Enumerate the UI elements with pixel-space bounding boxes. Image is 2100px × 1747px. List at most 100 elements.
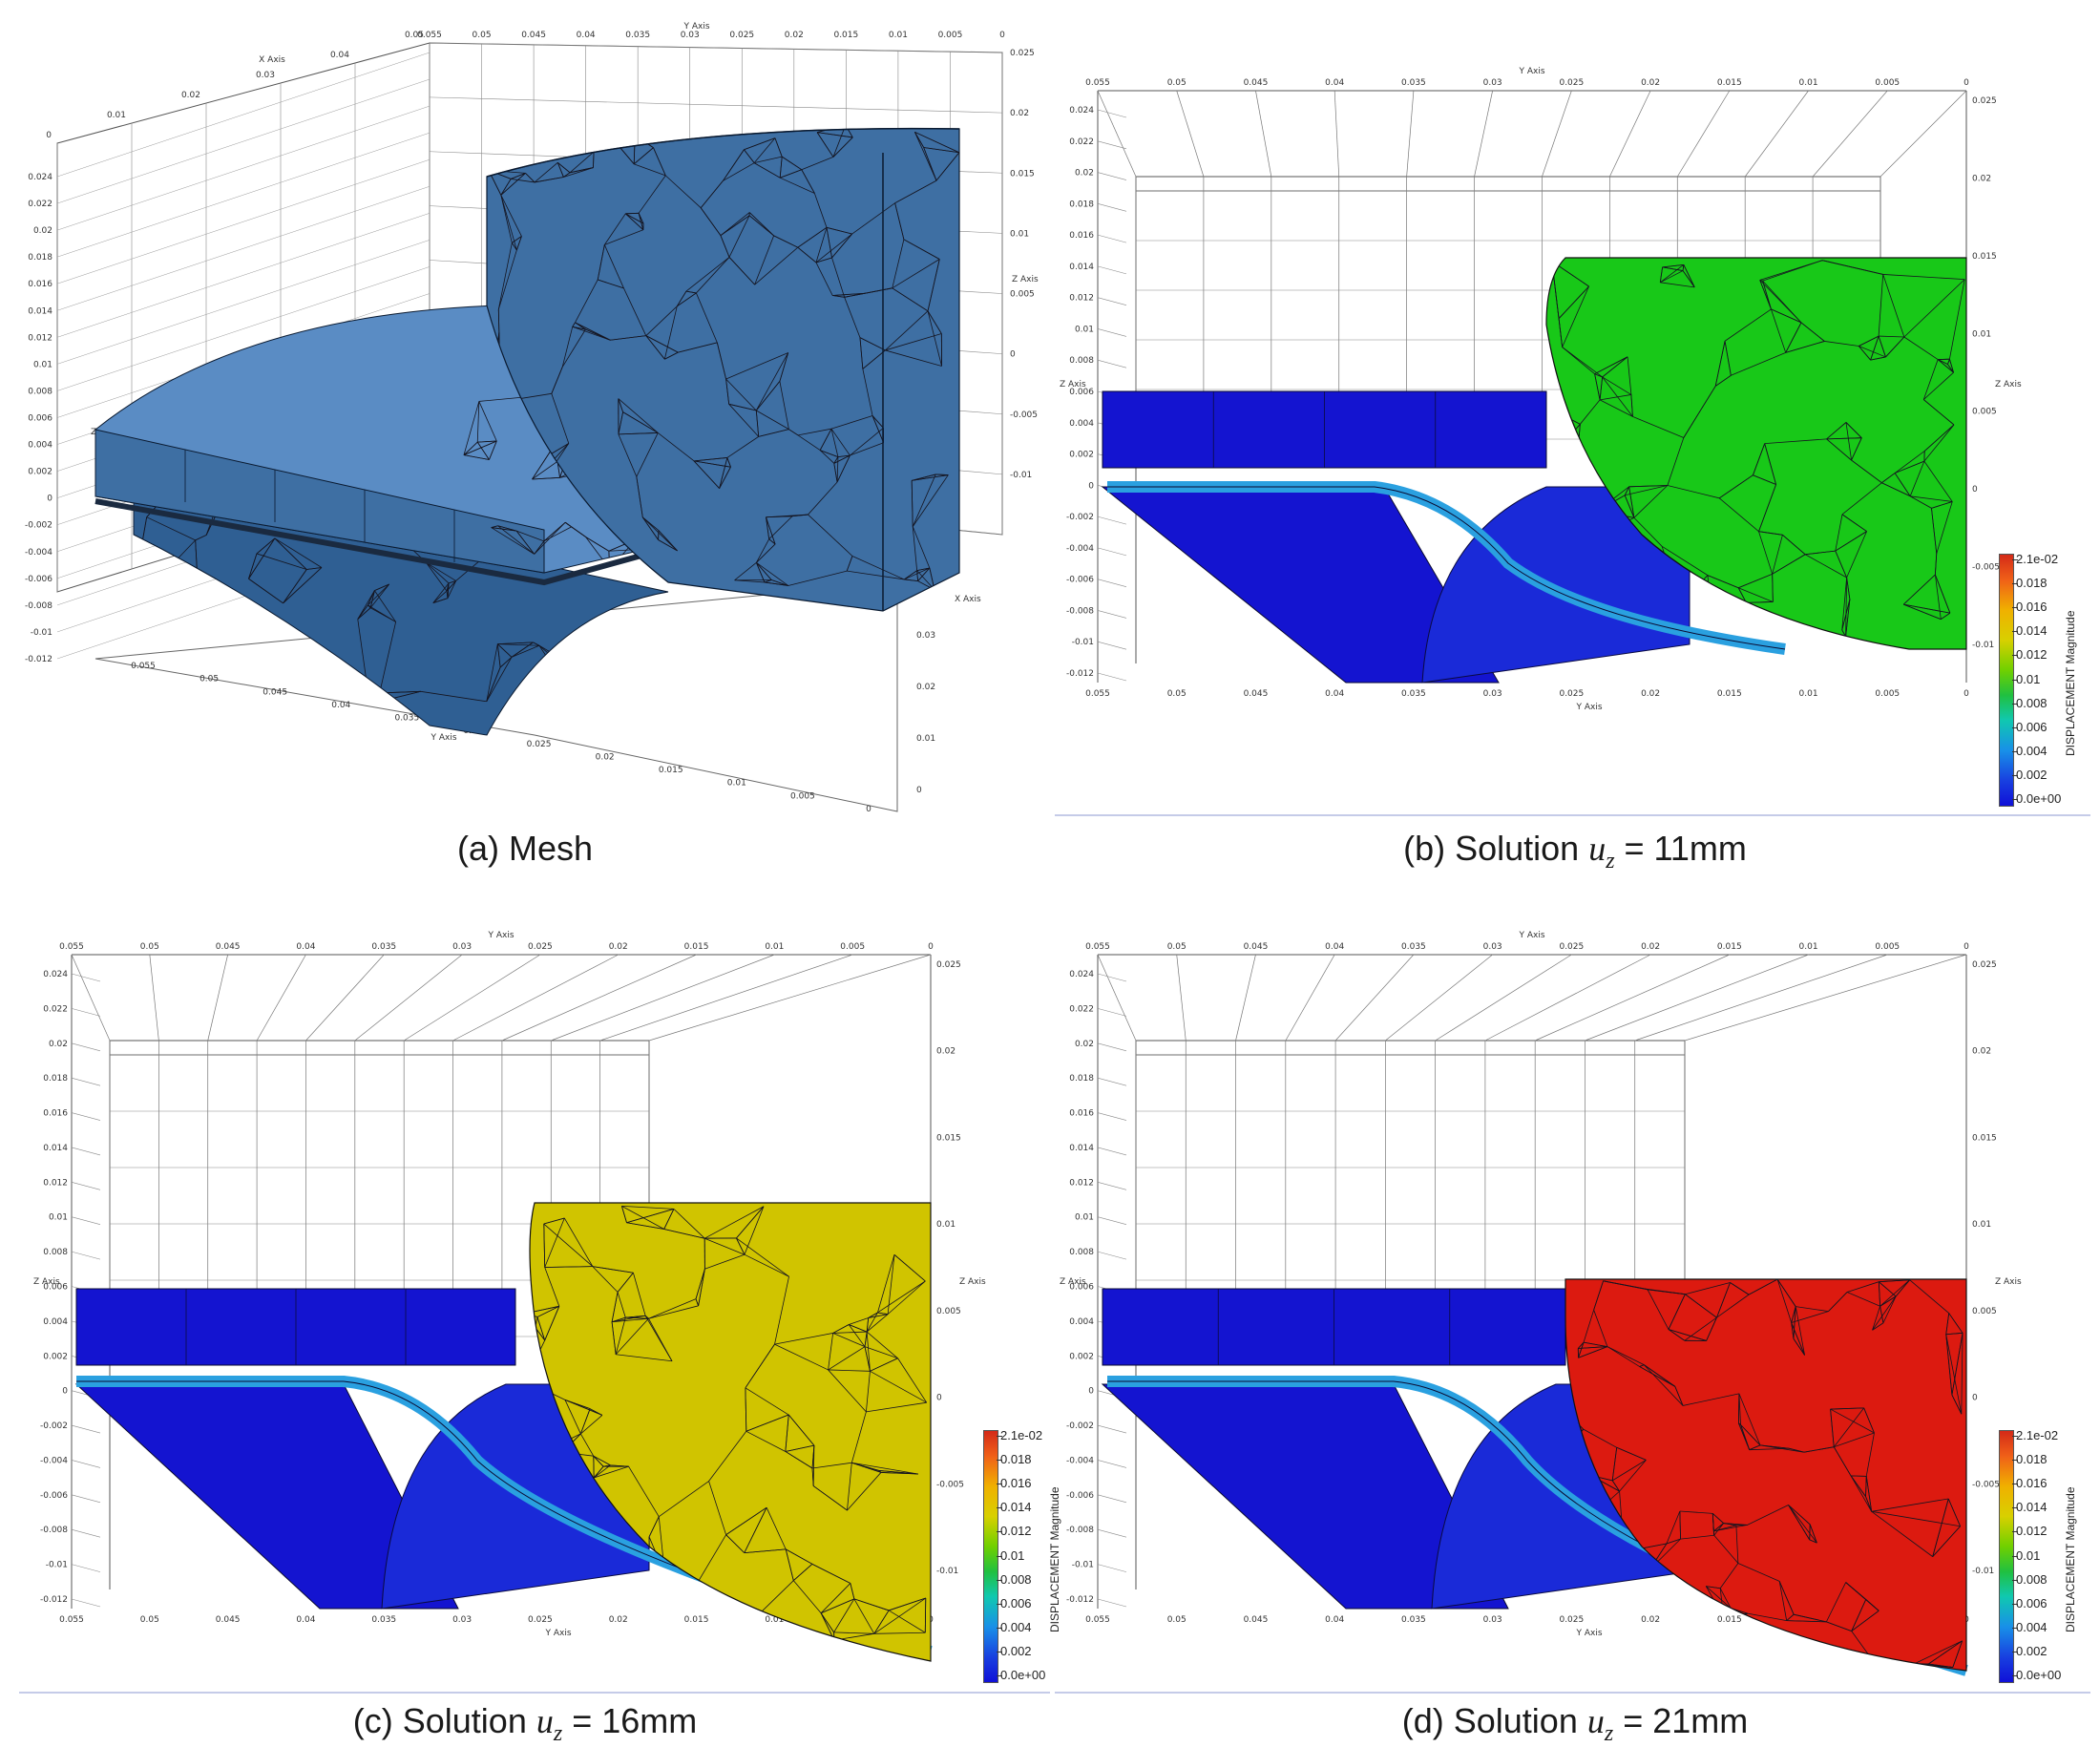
mesh-edge	[688, 1625, 708, 1628]
z-right-tick-label: -0.01	[1010, 471, 1032, 480]
grid-line	[1813, 91, 1887, 177]
y-bottom-tick-label: 0.055	[131, 662, 156, 671]
y-bottom-tick-label: 0.015	[659, 766, 683, 775]
mesh-edge	[224, 705, 261, 731]
z-right-tick-label: 0.01	[1972, 329, 1991, 339]
axis-title-y: Y Axis	[1575, 1629, 1602, 1638]
mesh-edge	[1712, 602, 1747, 618]
axis-title-x: X Axis	[955, 595, 981, 604]
y-tick-label: 0.035	[1401, 942, 1426, 952]
y-tick-label: 0.04	[296, 1615, 315, 1625]
y-tick-label: 0.025	[528, 942, 553, 952]
z-right-tick-label: 0	[1972, 1394, 1978, 1403]
y-tick-label: 0.05	[1167, 689, 1186, 699]
z-right-tick-label: 0.02	[936, 1047, 956, 1057]
z-right-tick-label: 0.015	[1972, 252, 1997, 262]
mesh-edge	[1564, 443, 1578, 449]
z-right-tick-label: 0.005	[1010, 290, 1035, 300]
y-tick-label: 0.005	[1875, 78, 1900, 88]
z-tick-label: 0.01	[49, 1213, 68, 1223]
mesh-edge	[216, 677, 257, 692]
y-tick-label: 0.03	[452, 942, 472, 952]
z-tick-label: 0.014	[1069, 263, 1094, 272]
y-tick-label: 0.02	[1641, 942, 1660, 952]
y-tick-label: 0.05	[140, 942, 159, 952]
y-tick-label: 0.02	[1641, 78, 1660, 88]
grid-line	[1677, 91, 1730, 177]
z-tick-label: -0.004	[25, 548, 52, 558]
mesh-edge	[1683, 1649, 1705, 1660]
mesh-edge	[604, 1586, 637, 1595]
y-tick-label: 0	[928, 942, 934, 952]
z-tick-label: 0.002	[28, 468, 52, 477]
mesh-edge	[257, 691, 262, 705]
z-tick-label: -0.01	[46, 1561, 68, 1570]
z-tick-label: -0.012	[1066, 1595, 1094, 1605]
grid-line	[1098, 328, 1126, 336]
grid-line	[1880, 91, 1966, 177]
colorbar-title: DISPLACEMENT Magnitude	[2064, 610, 2077, 756]
y-bottom-tick-label: 0.01	[727, 779, 746, 789]
y-tick-label: 0.01	[889, 31, 908, 40]
z-tick-label: 0.012	[1069, 294, 1094, 304]
y-tick-label: 0.03	[681, 31, 700, 40]
colorbar-tick-label: 0.0e+00	[2016, 1668, 2061, 1682]
grid-line	[1535, 955, 1730, 1041]
grid-line	[1475, 91, 1493, 177]
z-tick-label: 0.004	[1069, 1317, 1094, 1327]
y-tick-label: 0.015	[684, 1615, 709, 1625]
colorbar-tick-label: 0.01	[1000, 1548, 1024, 1563]
y-tick-label: 0.045	[216, 1615, 241, 1625]
mesh-edge	[138, 672, 176, 704]
x-right-tick-label: 0.01	[916, 734, 935, 744]
grid-line	[72, 1182, 100, 1189]
mesh-edge	[1653, 1626, 1682, 1649]
y-tick-label: 0.01	[1799, 78, 1818, 88]
y-bottom-tick-label: 0.045	[262, 687, 287, 697]
z-right-tick-label: 0.025	[936, 960, 961, 970]
mesh-edge	[699, 1581, 701, 1610]
grid-line	[1098, 1043, 1126, 1051]
z-tick-label: 0	[62, 1387, 68, 1397]
colorbar-tick-label: 0.012	[1000, 1524, 1032, 1538]
mesh-edge	[640, 1646, 642, 1659]
y-tick-label: 0.055	[1085, 942, 1110, 952]
grid-line	[1098, 203, 1126, 211]
z-tick-label: 0.022	[28, 200, 52, 209]
z-right-tick-label: -0.005	[936, 1480, 964, 1489]
mesh-edge	[1671, 1644, 1683, 1649]
z-right-tick-label: 0	[936, 1394, 942, 1403]
y-tick-label: 0.035	[1401, 689, 1426, 699]
caption-b: (b) Solution uz = 11mm	[1050, 829, 2100, 874]
y-tick-label: 0.035	[371, 942, 396, 952]
mesh-edge	[262, 705, 277, 725]
z-tick-label: -0.012	[1066, 669, 1094, 679]
colorbar-tick-label: 0.002	[1000, 1644, 1032, 1658]
grid-line	[1098, 1147, 1126, 1155]
axis-title-z: Z Axis	[1995, 380, 2022, 389]
z-tick-label: 0.008	[28, 387, 52, 396]
z-tick-label: 0.008	[1069, 1248, 1094, 1257]
axis-title-z: Z Axis	[959, 1277, 986, 1287]
y-tick-label: 0.055	[59, 1615, 84, 1625]
y-tick-label: 0.015	[833, 31, 858, 40]
punch-body	[1565, 1279, 1966, 1671]
grid-line	[502, 955, 697, 1041]
y-tick-label: 0.04	[1325, 942, 1344, 952]
grid-line	[72, 1599, 100, 1607]
y-tick-label: 0.055	[1085, 78, 1110, 88]
z-tick-label: -0.008	[25, 601, 52, 611]
mesh-edge	[708, 1629, 733, 1660]
caption-d: (d) Solution uz = 21mm	[1050, 1701, 2100, 1747]
grid-line	[72, 974, 100, 981]
mesh-edge	[1694, 1627, 1724, 1628]
z-right-tick-label: 0.025	[1010, 49, 1035, 58]
grid-line	[1436, 955, 1572, 1041]
grid-line	[1098, 1495, 1126, 1503]
grid-line	[57, 186, 430, 310]
mesh-edge	[733, 1614, 759, 1660]
mesh-edge	[1625, 1639, 1639, 1650]
y-tick-label: 0.035	[371, 1615, 396, 1625]
